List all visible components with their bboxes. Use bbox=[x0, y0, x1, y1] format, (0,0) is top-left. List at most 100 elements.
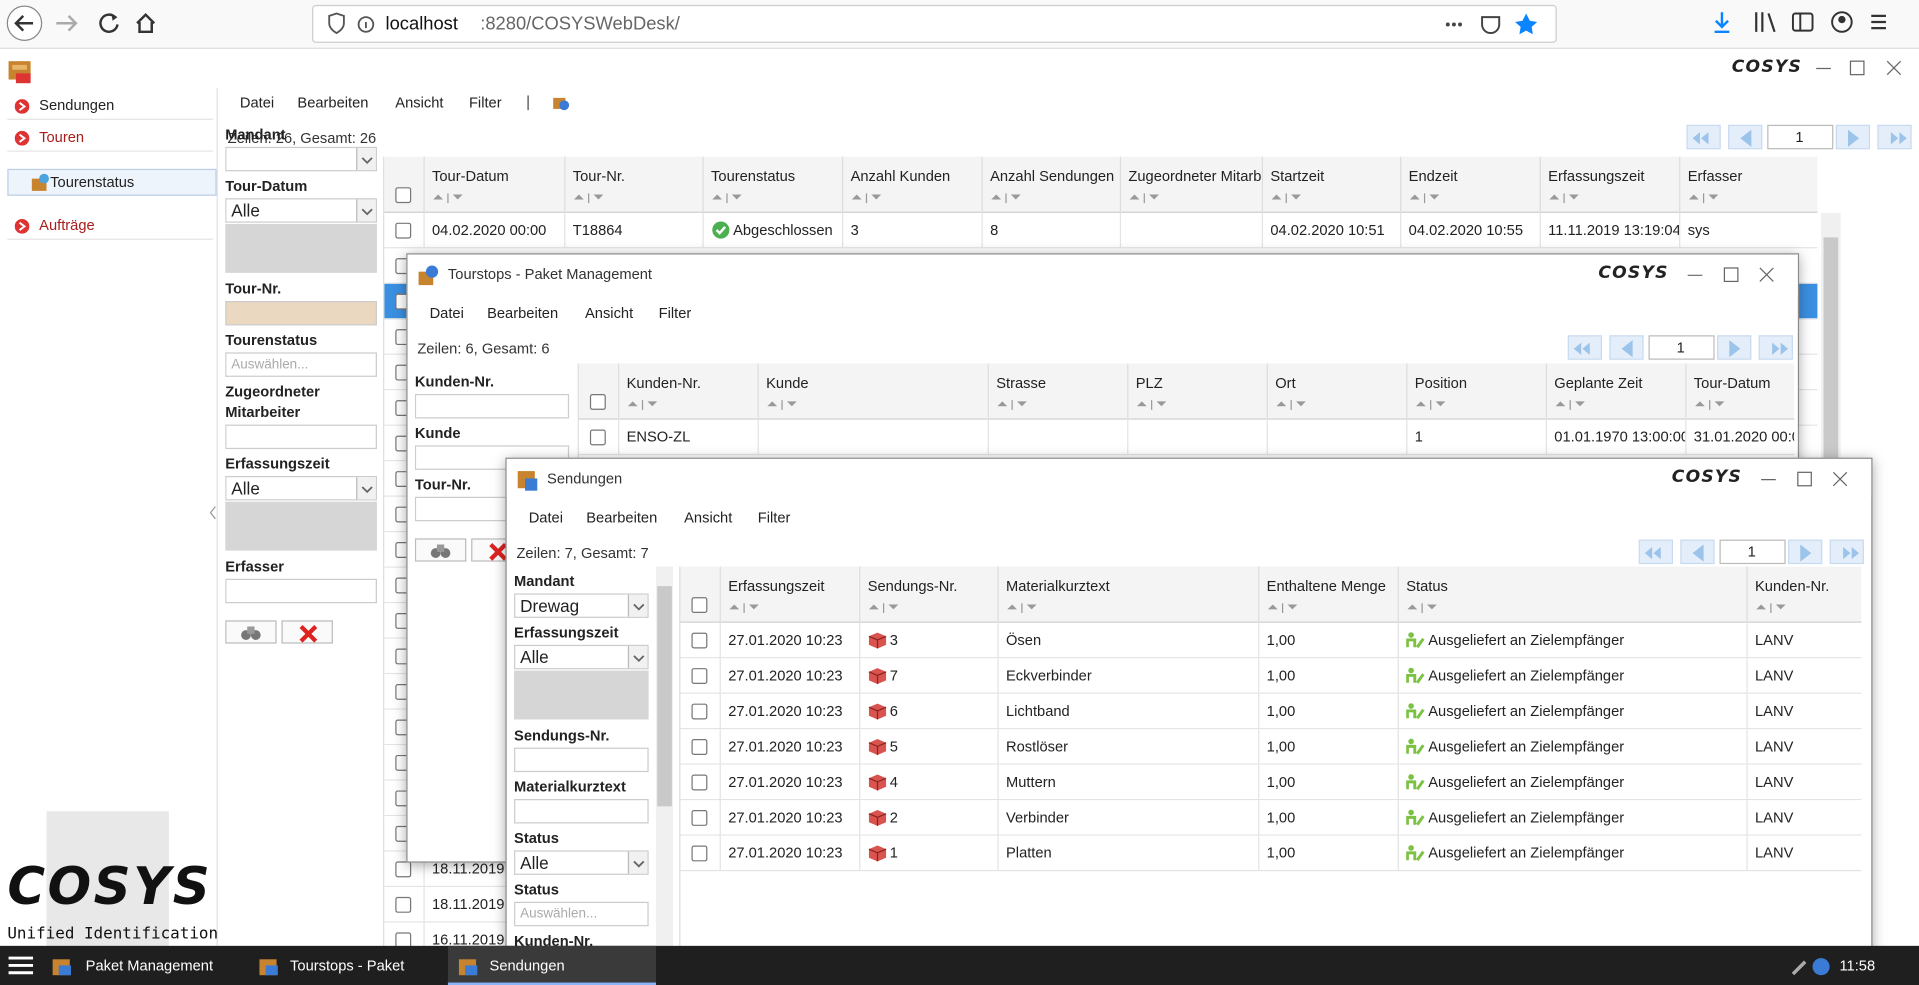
table-row[interactable]: 27.01.2020 10:23 1 Platten 1,00 Ausgeliefert… bbox=[680, 835, 1862, 872]
menu-item[interactable]: Ansicht bbox=[395, 94, 444, 112]
header-cell[interactable]: Erfassungszeit bbox=[719, 566, 860, 623]
pager-button[interactable] bbox=[1567, 335, 1603, 360]
row-checkbox[interactable] bbox=[589, 429, 606, 446]
filter-input[interactable] bbox=[225, 578, 377, 604]
menu-item[interactable]: Datei bbox=[429, 304, 464, 322]
filter-input[interactable] bbox=[514, 747, 649, 773]
header-cell[interactable]: Sendungs-Nr. bbox=[859, 566, 997, 623]
filter-input[interactable]: Alle bbox=[225, 198, 377, 274]
sidebar-item[interactable]: Aufträge bbox=[7, 213, 213, 240]
filter-input[interactable] bbox=[225, 146, 377, 172]
table-row[interactable]: 27.01.2020 10:23 4 Muttern 1,00 Ausgeliefert… bbox=[680, 764, 1862, 801]
header-cell[interactable]: Tour-Datum bbox=[1685, 363, 1794, 420]
row-checkbox[interactable] bbox=[691, 810, 708, 826]
row-checkbox[interactable] bbox=[395, 222, 412, 239]
filter-input[interactable]: Alle bbox=[225, 475, 377, 552]
menu-item[interactable]: Bearbeiten bbox=[586, 509, 658, 527]
filter-input[interactable]: Alle bbox=[514, 644, 649, 721]
pager-button[interactable] bbox=[1609, 335, 1644, 360]
filter-input[interactable]: Alle bbox=[514, 850, 649, 875]
filter-button[interactable] bbox=[225, 620, 277, 644]
filter-input[interactable]: Auswählen... bbox=[225, 352, 377, 377]
header-cell[interactable]: Kunden-Nr. bbox=[618, 363, 758, 420]
sidebar-item[interactable]: Sendungen bbox=[7, 93, 213, 120]
filter-button[interactable] bbox=[414, 538, 467, 562]
row-checkbox[interactable] bbox=[395, 896, 412, 913]
header-cell[interactable]: Kunde bbox=[757, 363, 988, 420]
header-cell[interactable]: Anzahl Kunden bbox=[842, 156, 982, 213]
row-checkbox[interactable] bbox=[691, 774, 708, 791]
pager-button[interactable] bbox=[1728, 124, 1763, 150]
filter-input[interactable] bbox=[225, 301, 377, 326]
taskbar-item[interactable]: Paket Management bbox=[42, 946, 244, 985]
header-cell[interactable]: Erfasser bbox=[1679, 156, 1817, 213]
menu-item[interactable]: Bearbeiten bbox=[297, 94, 369, 112]
header-cell[interactable]: Enthaltene Menge bbox=[1258, 566, 1398, 623]
header-cell[interactable]: Ort bbox=[1266, 363, 1407, 420]
header-cell[interactable]: Tour-Datum bbox=[423, 156, 564, 213]
header-cell[interactable]: Startzeit bbox=[1261, 156, 1400, 213]
menu-item[interactable]: Bearbeiten bbox=[487, 304, 559, 322]
table-row[interactable]: 04.02.2020 00:00 T18864 Abgeschlossen 3 8 04.… bbox=[384, 212, 1818, 249]
header-cell[interactable]: Tour-Nr. bbox=[564, 156, 702, 213]
header-cell[interactable]: PLZ bbox=[1127, 363, 1267, 420]
taskbar-item[interactable]: Tourstops - Paket bbox=[248, 946, 444, 985]
header-cell[interactable]: Zugeordneter Mitarbeiter bbox=[1119, 156, 1262, 213]
menu-item[interactable]: Ansicht bbox=[684, 509, 733, 527]
row-checkbox[interactable] bbox=[691, 668, 708, 684]
header-cell[interactable]: Position bbox=[1406, 363, 1546, 420]
header-checkbox[interactable] bbox=[691, 597, 708, 614]
nav-icons[interactable] bbox=[0, 0, 171, 49]
pager-button[interactable] bbox=[1835, 124, 1871, 150]
row-checkbox[interactable] bbox=[691, 703, 708, 720]
table-row[interactable]: 27.01.2020 10:23 2 Verbinder 1,00 Ausgeliefe… bbox=[680, 800, 1862, 836]
filter-input[interactable]: Drewag bbox=[514, 593, 649, 618]
pager-button[interactable] bbox=[1638, 539, 1674, 565]
row-checkbox[interactable] bbox=[395, 861, 412, 878]
sidebar-item[interactable]: Touren bbox=[7, 125, 213, 152]
menu-item[interactable]: Datei bbox=[528, 509, 563, 527]
header-cell[interactable]: Status bbox=[1397, 566, 1747, 623]
menu-item[interactable]: Datei bbox=[239, 94, 275, 112]
row-checkbox[interactable] bbox=[691, 845, 708, 862]
table-row[interactable]: 27.01.2020 10:23 3 Ösen 1,00 Ausgeliefert an… bbox=[680, 622, 1862, 659]
table-row[interactable]: ENSO-ZL 1 01.01.1970 13:00:00 31.01.2020 00… bbox=[578, 419, 1795, 456]
header-cell[interactable]: Materialkurztext bbox=[997, 566, 1258, 623]
url-bar[interactable]: localhost:8280/COSYSWebDesk/ bbox=[312, 4, 1557, 43]
sidebar-item[interactable]: Tourenstatus bbox=[7, 168, 217, 196]
header-checkbox[interactable] bbox=[395, 187, 412, 204]
page-number[interactable]: 1 bbox=[1719, 539, 1786, 565]
header-cell[interactable]: Endzeit bbox=[1400, 156, 1540, 213]
table-row[interactable]: 27.01.2020 10:23 5 Rostlöser 1,00 Ausgeliefe… bbox=[680, 729, 1862, 765]
header-cell[interactable]: Geplante Zeit bbox=[1545, 363, 1686, 420]
header-cell[interactable]: Erfassungszeit bbox=[1539, 156, 1680, 213]
menu-item[interactable]: Filter bbox=[658, 304, 692, 322]
header-checkbox[interactable] bbox=[589, 393, 606, 410]
filter-input[interactable] bbox=[514, 799, 649, 824]
taskbar-item[interactable]: Sendungen bbox=[447, 945, 656, 985]
pager-button[interactable] bbox=[1717, 335, 1752, 360]
row-checkbox[interactable] bbox=[691, 739, 708, 755]
menu-item[interactable]: Filter bbox=[757, 509, 791, 527]
page-number[interactable]: 1 bbox=[1767, 124, 1834, 150]
table-row[interactable]: 27.01.2020 10:23 7 Eckverbinder 1,00 Ausgeli… bbox=[680, 658, 1862, 694]
filter-input[interactable] bbox=[414, 393, 570, 419]
menu-item[interactable]: Filter bbox=[468, 94, 502, 112]
table-row[interactable]: 27.01.2020 10:23 6 Lichtband 1,00 Ausgeliefe… bbox=[680, 693, 1862, 730]
pager-button[interactable] bbox=[1829, 539, 1864, 565]
page-number[interactable]: 1 bbox=[1648, 335, 1715, 360]
header-cell[interactable]: Kunden-Nr. bbox=[1746, 566, 1861, 623]
row-checkbox[interactable] bbox=[691, 632, 708, 649]
filter-input[interactable] bbox=[225, 424, 377, 450]
pager-button[interactable] bbox=[1877, 124, 1912, 150]
browser-icons[interactable] bbox=[1707, 0, 1891, 49]
header-cell[interactable]: Anzahl Sendungen bbox=[981, 156, 1120, 213]
menu-item[interactable]: Ansicht bbox=[585, 304, 634, 322]
pager-button[interactable] bbox=[1788, 539, 1823, 565]
pager-button[interactable] bbox=[1758, 335, 1793, 360]
pager-button[interactable] bbox=[1686, 124, 1721, 150]
filter-button[interactable] bbox=[281, 620, 333, 644]
window-controls[interactable] bbox=[1811, 50, 1909, 87]
pager-button[interactable] bbox=[1680, 539, 1715, 565]
filter-input[interactable]: Auswählen... bbox=[514, 901, 649, 927]
